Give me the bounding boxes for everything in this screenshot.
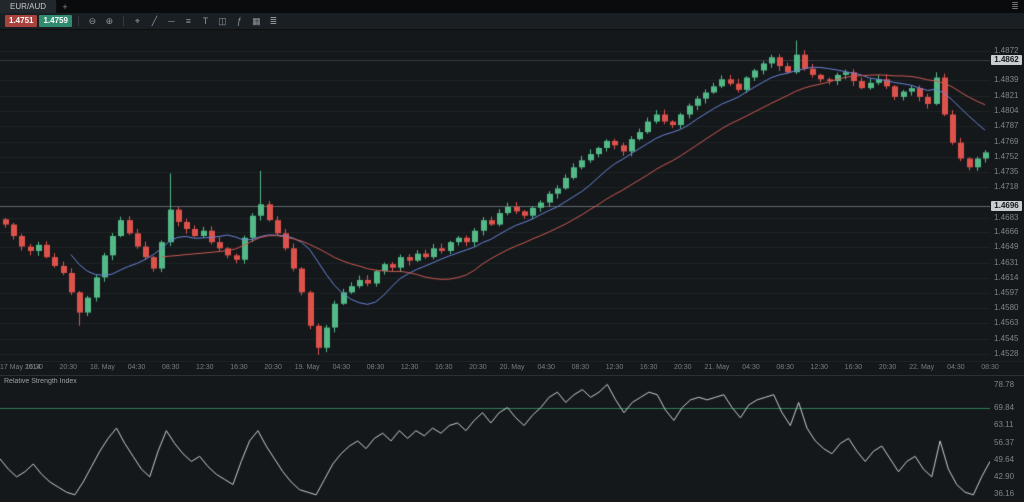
time-axis-label: 16:30 [435, 364, 453, 371]
rsi-axis-label: 42.90 [994, 472, 1015, 482]
rsi-panel: Relative Strength Index 78.78 69.84 63.11 5… [0, 375, 1024, 502]
price-axis-label: 1.4666 [994, 227, 1019, 237]
price-axis-label: 1.4649 [994, 242, 1019, 252]
rsi-axis-label: 69.84 [994, 402, 1015, 412]
time-axis-label: 12:30 [196, 364, 214, 371]
tab-label: EUR/AUD [10, 2, 47, 11]
rsi-axis-label: 63.11 [994, 420, 1014, 430]
time-axis-label: 04:30 [947, 364, 965, 371]
price-axis-label: 1.4614 [994, 273, 1019, 283]
zoom-in-icon[interactable]: ⊕ [105, 15, 114, 26]
time-axis-label: 04:30 [127, 364, 146, 371]
time-axis-row: 17 May 2014 16:30 20:30 18. May 04:30 08:30 12… [0, 361, 1024, 375]
time-axis-label: 12:30 [810, 364, 829, 371]
price-axis-badge: 1.4862 [991, 54, 1022, 65]
time-axis-label: 20:30 [878, 364, 897, 371]
tabbar-menu-icon[interactable]: ≣ [1011, 1, 1019, 11]
crosshair-icon[interactable]: ⌖ [134, 15, 140, 26]
fibonacci-icon[interactable]: ≡ [185, 16, 192, 26]
time-axis-label: 17 May 2014 [0, 364, 41, 371]
tab-bar: EUR/AUD + ≣ [0, 0, 1024, 13]
time-axis-label: 08:30 [161, 364, 180, 371]
tab-eur-aud[interactable]: EUR/AUD [0, 0, 58, 13]
price-axis-label: 1.4631 [994, 258, 1019, 268]
price-chart-area: 1.4872 1.4839 1.4821 1.4804 1.4787 1.4769 1.47… [0, 30, 1024, 361]
time-axis-label: 20. May [499, 364, 525, 371]
time-axis[interactable]: 17 May 2014 16:30 20:30 18. May 04:30 08:30 12… [0, 362, 999, 375]
price-axis-label: 1.4563 [994, 318, 1019, 328]
horizontal-line-icon[interactable]: ─ [168, 16, 175, 26]
time-axis-label: 12:30 [400, 364, 419, 371]
trend-line-icon[interactable]: ╱ [151, 15, 158, 26]
rsi-axis-label: 49.64 [994, 454, 1015, 464]
price-axis-label: 1.4545 [994, 333, 1019, 343]
time-axis-label: 19. May [294, 364, 320, 371]
time-axis-label: 08:30 [776, 364, 794, 371]
zoom-out-icon[interactable]: ⊖ [88, 15, 97, 26]
time-axis-label: 08:30 [981, 364, 999, 371]
time-axis-label: 04:30 [742, 364, 760, 371]
text-tool-icon[interactable]: T [202, 16, 209, 26]
chart-toolbar: 1.4751 1.4759 ⊖ ⊕ ⌖ ╱ ─ ≡ T ◫ ƒ ▦ ≣ [0, 13, 1024, 30]
time-axis-label: 20:30 [59, 364, 78, 371]
time-axis-label: 16:30 [639, 364, 658, 371]
price-axis-label: 1.4769 [994, 136, 1019, 146]
settings-icon[interactable]: ≣ [269, 15, 278, 26]
price-axis-label: 1.4787 [994, 120, 1019, 130]
time-axis-label: 04:30 [332, 364, 351, 371]
price-axis-label: 1.4718 [994, 181, 1019, 191]
time-axis-label: 08:30 [571, 364, 590, 371]
tabbar-spacer [73, 0, 1006, 13]
toolbar-divider [122, 16, 124, 26]
price-chart-canvas[interactable] [0, 30, 990, 361]
time-axis-label: 08:30 [366, 364, 385, 371]
rsi-axis-label: 56.37 [994, 437, 1015, 447]
rsi-axis-label: 36.16 [994, 489, 1015, 499]
time-axis-label: 20:30 [264, 364, 282, 371]
chart-type-icon[interactable]: ◫ [218, 15, 227, 26]
time-axis-label: 16:30 [844, 364, 863, 371]
price-axis-label: 1.4839 [994, 75, 1019, 85]
price-axis-label: 1.4804 [994, 105, 1019, 115]
time-axis-label: 04:30 [537, 364, 555, 371]
price-axis[interactable]: 1.4872 1.4839 1.4821 1.4804 1.4787 1.4769 1.47… [990, 30, 1024, 361]
time-axis-label: 16:30 [230, 364, 248, 371]
rsi-plot: Relative Strength Index [0, 376, 990, 502]
price-axis-label: 1.4752 [994, 151, 1019, 161]
rsi-axis[interactable]: 78.78 69.84 63.11 56.37 49.64 42.90 36.16 [990, 376, 1024, 502]
time-axis-label: 12:30 [605, 364, 624, 371]
bid-badge[interactable]: 1.4751 [5, 15, 38, 27]
new-tab-button[interactable]: + [62, 1, 68, 12]
time-axis-label: 22. May [909, 364, 935, 371]
indicators-icon[interactable]: ƒ [236, 16, 242, 26]
rsi-axis-label: 78.78 [994, 380, 1015, 390]
price-axis-label: 1.4580 [994, 303, 1019, 313]
price-axis-label: 1.4821 [994, 91, 1019, 101]
price-axis-label: 1.4528 [994, 348, 1019, 358]
price-axis-label: 1.4872 [994, 46, 1019, 56]
price-axis-label: 1.4597 [994, 288, 1019, 298]
price-axis-label: 1.4735 [994, 166, 1019, 176]
axis-corner [990, 362, 1024, 375]
time-axis-label: 18. May [89, 364, 115, 371]
ask-badge[interactable]: 1.4759 [39, 15, 72, 27]
time-axis-label: 20:30 [673, 364, 692, 371]
time-axis-label: 20:30 [469, 364, 487, 371]
price-axis-label: 1.4683 [994, 212, 1019, 222]
time-axis-label: 16:30 [25, 364, 43, 371]
price-axis-badge: 1.4696 [991, 201, 1022, 212]
rsi-title: Relative Strength Index [4, 378, 77, 385]
time-axis-label: 21. May [704, 364, 730, 371]
grid-icon[interactable]: ▦ [252, 15, 261, 26]
rsi-canvas[interactable] [0, 376, 990, 502]
toolbar-divider [77, 16, 79, 26]
price-plot [0, 30, 990, 361]
